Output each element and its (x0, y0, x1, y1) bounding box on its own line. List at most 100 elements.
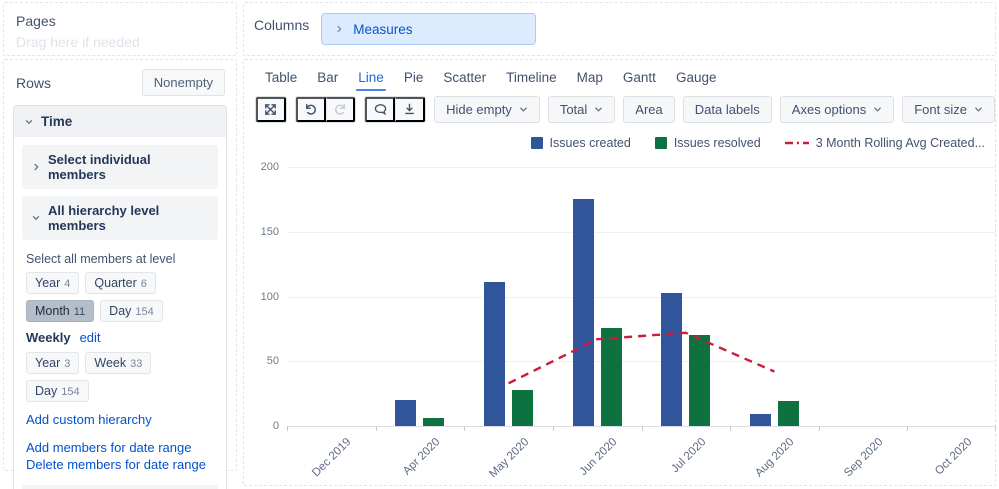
time-dimension-header[interactable]: Time (14, 106, 226, 137)
chevron-right-icon (334, 24, 344, 34)
nonempty-button[interactable]: Nonempty (141, 69, 225, 96)
tab-pie[interactable]: Pie (403, 70, 424, 85)
expand-icon (263, 102, 278, 117)
legend-item-rolling-avg[interactable]: 3 Month Rolling Avg Created... (784, 136, 985, 150)
tab-scatter[interactable]: Scatter (443, 70, 487, 85)
legend-item-issues-resolved[interactable]: Issues resolved (654, 136, 761, 150)
add-custom-hierarchy-link[interactable]: Add custom hierarchy (26, 412, 152, 427)
level-quarter-chip[interactable]: Quarter 6 (85, 272, 156, 294)
chevron-right-icon (31, 162, 41, 172)
rows-zone-title: Rows (16, 74, 52, 91)
x-axis-label-jul-2020: Jul 2020 (669, 436, 709, 476)
delete-members-date-range-link[interactable]: Delete members for date range (26, 457, 206, 472)
pages-drop-zone[interactable]: Pages Drag here if needed (3, 2, 237, 56)
toolbar-group-share (364, 96, 427, 123)
bar-issues-resolved-jul-2020[interactable] (689, 335, 711, 426)
legend-item-issues-created[interactable]: Issues created (530, 135, 631, 150)
select-individual-members-toggle[interactable]: Select individual members (22, 145, 218, 189)
legend-swatch (654, 136, 667, 149)
chevron-down-icon (873, 106, 882, 113)
tab-gauge[interactable]: Gauge (675, 70, 717, 85)
level-name: Year (35, 276, 61, 290)
drill-into-expand-toggle[interactable]: Drill into or expand (22, 485, 218, 489)
level-day-chip[interactable]: Day 154 (100, 300, 163, 322)
x-axis-tick (730, 426, 732, 431)
tab-timeline[interactable]: Timeline (506, 70, 557, 85)
download-icon (402, 102, 417, 117)
time-dimension-title: Time (41, 114, 73, 129)
chevron-down-icon (31, 213, 41, 223)
all-hierarchy-members-toggle[interactable]: All hierarchy level members (22, 196, 218, 240)
hide-empty-button[interactable]: Hide empty (434, 96, 540, 123)
time-dimension-card: Time Select individual members All hiera… (13, 105, 227, 489)
level-count: 33 (130, 358, 143, 370)
x-axis-tick (552, 426, 554, 431)
gridline-50 (287, 361, 996, 363)
y-axis-tick-label: 0 (272, 420, 279, 432)
weekly-level-day-chip[interactable]: Day 154 (26, 380, 89, 402)
area-button[interactable]: Area (623, 96, 675, 123)
total-button[interactable]: Total (547, 96, 616, 123)
level-name: Day (35, 384, 58, 398)
weekly-level-year-chip[interactable]: Year 3 (26, 352, 80, 374)
level-month-chip[interactable]: Month 11 (26, 300, 95, 322)
x-axis-tick (641, 426, 643, 431)
chart-toolbar: Hide empty Total Area Data labels Axes optio… (244, 91, 995, 123)
all-hierarchy-members-label: All hierarchy level members (48, 203, 160, 233)
data-labels-button[interactable]: Data labels (682, 96, 772, 123)
button-label: Total (559, 102, 588, 117)
expand-chart-button[interactable] (256, 97, 286, 122)
chart-plot-area: 0 50 100 150 200 (261, 161, 996, 432)
add-members-date-range-link[interactable]: Add members for date range (26, 440, 192, 455)
tab-table[interactable]: Table (265, 70, 298, 85)
measures-dimension-button[interactable]: Measures (321, 13, 537, 45)
tab-line[interactable]: Line (348, 67, 394, 91)
bar-issues-created-may-2020[interactable] (484, 282, 506, 426)
axes-options-button[interactable]: Axes options (779, 96, 895, 123)
tab-gantt[interactable]: Gantt (622, 70, 656, 85)
font-size-button[interactable]: Font size (902, 96, 995, 123)
tab-bar[interactable]: Bar (317, 70, 339, 85)
level-year-chip[interactable]: Year 4 (26, 272, 80, 294)
x-axis-tick (818, 426, 820, 431)
bar-issues-resolved-may-2020[interactable] (512, 389, 534, 426)
bar-issues-created-jul-2020[interactable] (661, 292, 683, 426)
comment-button[interactable] (365, 97, 396, 122)
weekly-edit-link[interactable]: edit (79, 330, 101, 345)
y-axis-tick-label: 100 (260, 290, 279, 303)
redo-button[interactable] (325, 97, 356, 122)
weekly-level-chips: Year 3 Week 33 Day 154 (26, 352, 214, 402)
tab-map[interactable]: Map (576, 70, 603, 85)
level-count: 6 (140, 278, 147, 290)
bar-issues-resolved-aug-2020[interactable] (777, 401, 799, 426)
x-axis-label-may-2020: May 2020 (486, 436, 532, 481)
comment-icon (373, 102, 388, 117)
weekly-level-week-chip[interactable]: Week 33 (85, 352, 152, 374)
columns-zone-title: Columns (254, 17, 310, 33)
x-axis-label-apr-2020: Apr 2020 (400, 436, 443, 478)
x-axis-label-oct-2020: Oct 2020 (932, 436, 975, 478)
button-label: Axes options (791, 102, 867, 117)
x-axis-label-jun-2020: Jun 2020 (577, 436, 620, 478)
button-label: Data labels (694, 102, 760, 117)
undo-button[interactable] (295, 97, 326, 122)
gridline-200 (287, 167, 996, 168)
bar-issues-resolved-jun-2020[interactable] (600, 327, 622, 426)
download-button[interactable] (395, 97, 426, 122)
measures-label: Measures (353, 21, 413, 37)
level-count: 11 (73, 306, 86, 318)
y-axis-tick-label: 150 (260, 225, 279, 238)
select-all-members-hint: Select all members at level (26, 252, 176, 266)
bar-issues-created-apr-2020[interactable] (395, 400, 417, 426)
columns-drop-zone[interactable]: Columns Measures (243, 2, 996, 56)
bar-issues-created-jun-2020[interactable] (572, 199, 594, 426)
x-axis-tick (907, 426, 909, 431)
legend-label: Issues created (549, 135, 631, 150)
level-name: Month (35, 304, 70, 318)
bar-issues-created-aug-2020[interactable] (749, 414, 771, 426)
bar-issues-resolved-apr-2020[interactable] (423, 418, 445, 426)
hierarchy-level-chips: Year 4 Quarter 6 Month 11 Day 154 (26, 272, 214, 322)
x-axis-label-aug-2020: Aug 2020 (753, 436, 797, 480)
gridline-150 (287, 231, 996, 233)
